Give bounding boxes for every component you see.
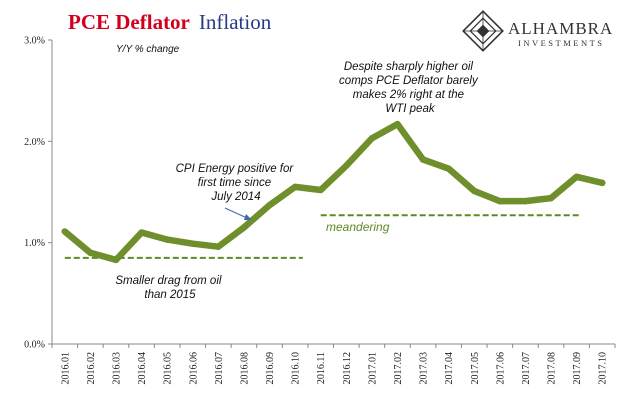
x-tick-label: 2017.02 bbox=[393, 352, 404, 385]
y-tick-label: 3.0% bbox=[24, 36, 45, 47]
x-tick-label: 2017.05 bbox=[470, 352, 481, 385]
x-tick-label: 2017.03 bbox=[419, 352, 430, 385]
annotation-oil-drag-line: Smaller drag from oil bbox=[115, 275, 222, 287]
data-point bbox=[87, 249, 94, 256]
chart-title-part2: Inflation bbox=[199, 10, 272, 34]
x-tick-label: 2016.05 bbox=[163, 352, 174, 385]
chart-title-part1: PCE Deflator bbox=[68, 10, 190, 34]
y-tick-label: 1.0% bbox=[24, 238, 45, 249]
annotation-oil-peak: Despite sharply higher oil comps PCE Def… bbox=[339, 61, 481, 115]
series-line bbox=[61, 120, 606, 264]
y-axis-label: Y/Y % change bbox=[116, 44, 180, 55]
x-tick-label: 2016.03 bbox=[111, 352, 122, 385]
x-tick-label: 2017.08 bbox=[547, 352, 558, 385]
data-point bbox=[138, 229, 145, 236]
annotation-cpi-energy-line: July 2014 bbox=[210, 191, 260, 203]
alhambra-diamond-icon bbox=[462, 10, 504, 52]
data-point bbox=[317, 186, 324, 194]
y-tick-label: 0.0% bbox=[24, 340, 45, 351]
data-point bbox=[471, 187, 478, 195]
x-tick-label: 2016.02 bbox=[86, 352, 97, 385]
annotation-oil-peak-line: comps PCE Deflator barely bbox=[339, 75, 479, 87]
data-point bbox=[215, 243, 222, 250]
data-point bbox=[112, 256, 120, 264]
x-tick-label: 2016.07 bbox=[214, 352, 225, 385]
logo-sub: INVESTMENTS bbox=[518, 38, 605, 48]
data-point bbox=[291, 183, 299, 191]
annotation-oil-drag: Smaller drag from oil than 2015 bbox=[115, 275, 224, 301]
reference-lines bbox=[64, 214, 582, 259]
data-point bbox=[522, 197, 529, 205]
data-point bbox=[266, 201, 273, 209]
x-tick-label: 2016.11 bbox=[316, 352, 327, 384]
x-tick-label: 2016.12 bbox=[342, 352, 353, 385]
x-tick-label: 2016.09 bbox=[265, 352, 276, 385]
x-tick-label: 2017.09 bbox=[572, 352, 583, 385]
logo-name: ALHAMBRA bbox=[508, 19, 613, 38]
annotation-cpi-energy-line: CPI Energy positive for bbox=[176, 163, 295, 175]
annotation-arrow bbox=[224, 207, 252, 220]
annotation-meandering: meandering bbox=[326, 220, 390, 234]
x-tick-label: 2017.07 bbox=[521, 352, 532, 385]
data-point bbox=[547, 194, 555, 202]
data-point bbox=[419, 156, 427, 163]
data-point bbox=[61, 228, 68, 235]
data-point bbox=[496, 197, 504, 205]
x-tick-label: 2016.10 bbox=[291, 352, 302, 385]
x-tick-label: 2016.08 bbox=[239, 352, 250, 385]
annotation-oil-peak-line: WTI peak bbox=[385, 103, 435, 115]
annotation-oil-peak-line: makes 2% right at the bbox=[353, 89, 464, 101]
data-point bbox=[394, 120, 401, 128]
series-group bbox=[61, 120, 606, 264]
annotation-cpi-energy-line: first time since bbox=[198, 177, 272, 189]
chart-title: PCE Deflator Inflation bbox=[68, 10, 272, 34]
data-point bbox=[599, 179, 606, 187]
data-point bbox=[163, 236, 171, 243]
x-tick-label: 2017.04 bbox=[444, 352, 455, 385]
x-tick-label: 2016.01 bbox=[60, 352, 71, 385]
x-tick-label: 2017.10 bbox=[598, 352, 609, 385]
data-point bbox=[240, 224, 248, 231]
annotation-oil-drag-line: than 2015 bbox=[144, 289, 196, 301]
x-ticks: 2016.01 2016.02 2016.03 2016.04 2016.05 2016.… bbox=[51, 344, 616, 385]
data-point bbox=[343, 162, 350, 169]
data-point bbox=[573, 173, 580, 180]
x-tick-label: 2016.06 bbox=[188, 352, 199, 385]
x-tick-label: 2017.01 bbox=[367, 352, 378, 385]
y-ticks: 0.0% 1.0% 2.0% 3.0% bbox=[24, 36, 52, 351]
x-tick-label: 2016.04 bbox=[137, 352, 148, 385]
y-tick-label: 2.0% bbox=[24, 137, 45, 148]
annotation-oil-peak-line: Despite sharply higher oil bbox=[344, 61, 474, 73]
data-point bbox=[445, 165, 452, 172]
alhambra-logo: ALHAMBRA INVESTMENTS bbox=[462, 10, 613, 52]
data-point bbox=[368, 135, 376, 142]
annotation-cpi-energy: CPI Energy positive for first time since… bbox=[176, 163, 297, 203]
data-point bbox=[189, 240, 196, 247]
x-tick-label: 2017.06 bbox=[495, 352, 506, 385]
